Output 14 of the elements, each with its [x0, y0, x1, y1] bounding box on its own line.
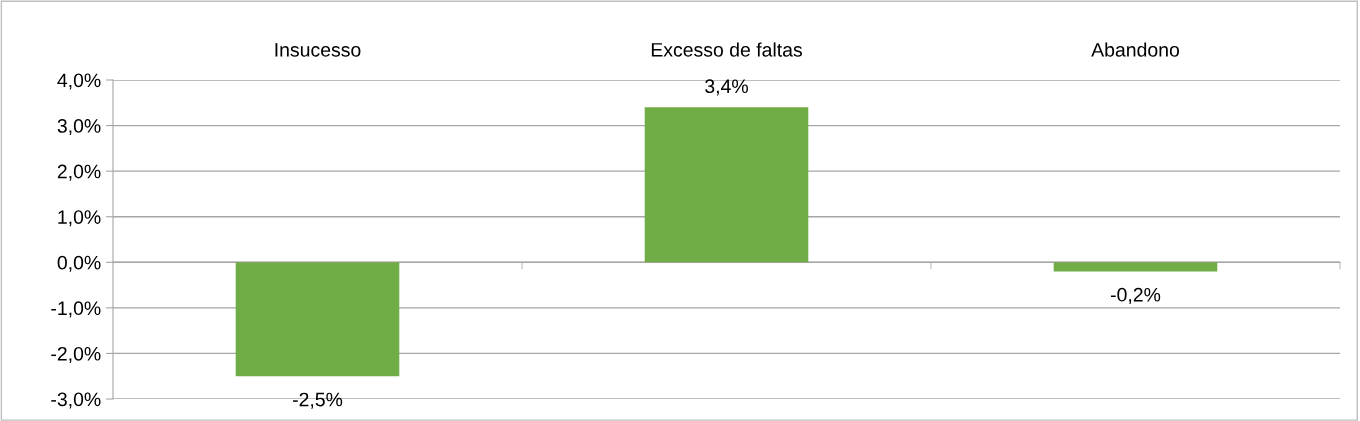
- y-tick-label: -3,0%: [51, 392, 101, 409]
- y-tick-label: -1,0%: [51, 301, 101, 318]
- y-tick-label: 1,0%: [58, 210, 101, 227]
- y-tick-label: 4,0%: [57, 73, 101, 90]
- x-tick-label: Excesso de faltas: [651, 42, 802, 57]
- y-tick-label: 3,0%: [57, 119, 101, 136]
- x-tick-label: Abandono: [1091, 42, 1180, 57]
- x-tick-label: Insucesso: [275, 43, 361, 57]
- y-tick-label: 0,0%: [57, 255, 101, 272]
- data-label: -0,2%: [1110, 287, 1161, 304]
- y-tick-label: 2,0%: [57, 164, 101, 181]
- y-tick-label: -2,0%: [51, 346, 101, 363]
- data-label: 3,4%: [705, 79, 748, 96]
- data-label: -2,5%: [292, 392, 343, 409]
